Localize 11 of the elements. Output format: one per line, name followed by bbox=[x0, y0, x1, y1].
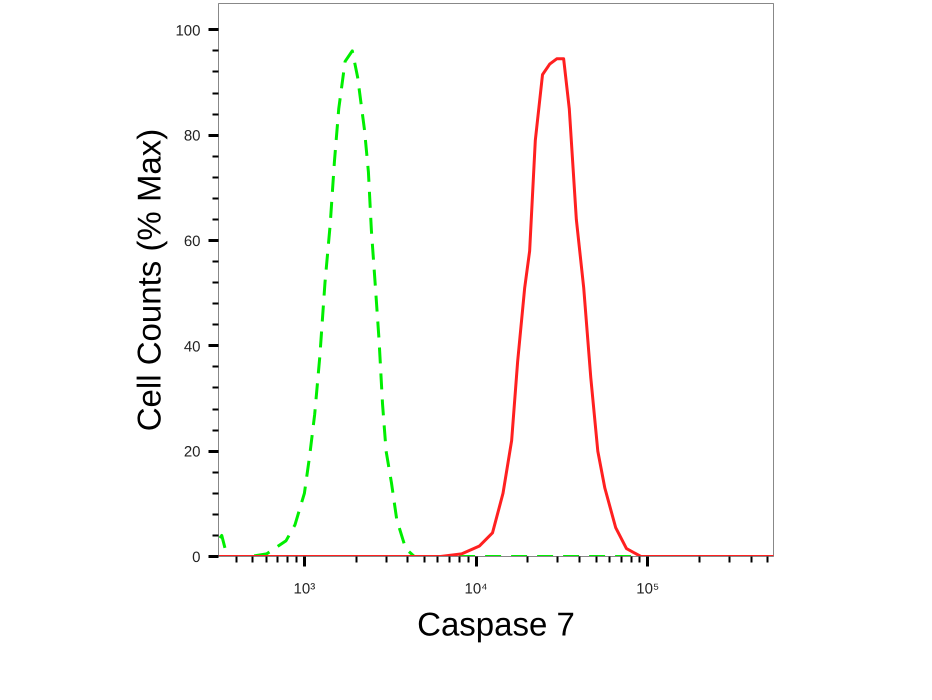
x-axis-title: Caspase 7 bbox=[417, 606, 575, 642]
y-tick-label: 40 bbox=[184, 338, 201, 356]
y-axis-title: Cell Counts (% Max) bbox=[130, 128, 168, 432]
x-tick-label: 10⁴ bbox=[464, 580, 488, 598]
y-tick-label: 100 bbox=[175, 22, 201, 40]
y-tick-label: 0 bbox=[192, 549, 200, 566]
y-tick-label: 20 bbox=[184, 444, 201, 461]
y-tick-label: 80 bbox=[184, 128, 201, 145]
x-tick-label: 10⁵ bbox=[636, 580, 660, 598]
y-tick-label: 60 bbox=[184, 233, 201, 250]
x-tick-label: 10³ bbox=[294, 580, 316, 598]
